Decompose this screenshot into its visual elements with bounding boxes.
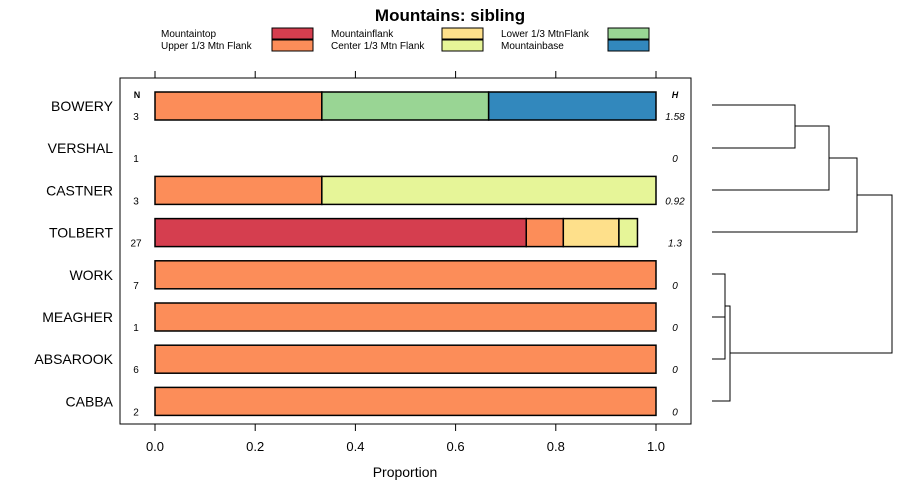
- bar-castner-center-1-3-mtn-flank: [321, 175, 657, 206]
- x-tick-label-2: 0.4: [346, 439, 364, 454]
- bar-cabba-upper-1-3-mtn-flank: [154, 386, 657, 417]
- legend-swatch-center-1-3-mtn-flank: [441, 39, 484, 52]
- dendrogram-link-tolbert: [712, 157, 858, 233]
- n-value-vershal: 1: [133, 154, 139, 165]
- x-tick-label-1: 0.2: [246, 439, 264, 454]
- legend-swatch-mountainbase: [607, 39, 650, 52]
- x-tick-label-5: 1.0: [647, 439, 665, 454]
- dendrogram-link-root: [730, 194, 893, 354]
- row-label-castner: CASTNER: [46, 182, 113, 198]
- legend-label-center-1-3-mtn-flank: Center 1/3 Mtn Flank: [331, 41, 425, 52]
- bar-bowery-upper-1-3-mtn-flank: [154, 91, 323, 121]
- bar-tolbert-mountaintop: [154, 217, 527, 248]
- bar-tolbert-mountainflank: [562, 217, 620, 248]
- bar-tolbert-upper-1-3-mtn-flank: [525, 217, 565, 248]
- h-value-vershal: 0: [672, 154, 678, 165]
- legend-swatch-lower-1-3-mtnflank: [607, 27, 650, 40]
- legend-swatch-mountaintop: [271, 27, 314, 40]
- dendrogram-link-bowery-vershal: [712, 104, 796, 149]
- x-axis: 0.0 0.2 0.4 0.6 0.8 1.0: [146, 71, 665, 454]
- row-label-meagher: MEAGHER: [42, 309, 113, 325]
- x-tick-label-3: 0.6: [447, 439, 465, 454]
- bar-bowery-lower-1-3-mtnflank: [321, 91, 490, 121]
- bar-castner-upper-1-3-mtn-flank: [154, 175, 323, 206]
- x-tick-label-4: 0.8: [547, 439, 565, 454]
- bar-bowery-mountainbase: [487, 91, 657, 121]
- n-value-meagher: 1: [133, 323, 139, 334]
- bar-meagher-upper-1-3-mtn-flank: [154, 302, 657, 332]
- legend-label-upper-1-3-mtn-flank: Upper 1/3 Mtn Flank: [161, 41, 253, 52]
- n-value-castner: 3: [133, 196, 139, 207]
- row-label-absarook: ABSAROOK: [34, 351, 113, 367]
- chart-title: Mountains: sibling: [375, 6, 525, 25]
- dendrogram-link-cabba: [712, 305, 731, 402]
- row-label-tolbert: TOLBERT: [49, 225, 114, 241]
- n-value-work: 7: [133, 281, 139, 292]
- plot-frame: [119, 77, 692, 425]
- h-header: H: [672, 90, 679, 100]
- row-label-bowery: BOWERY: [51, 98, 114, 114]
- x-axis-label: Proportion: [373, 464, 438, 480]
- row-label-cabba: CABBA: [66, 393, 114, 409]
- dendrogram-link-absarook-leaf: [712, 338, 726, 360]
- bar-tolbert-center-1-3-mtn-flank: [618, 217, 639, 248]
- n-value-bowery: 3: [133, 112, 139, 123]
- h-value-cabba: 0: [672, 407, 678, 418]
- h-value-absarook: 0: [672, 365, 678, 376]
- legend-swatch-upper-1-3-mtn-flank: [271, 39, 314, 52]
- dendrogram-link-castner: [712, 125, 830, 191]
- bar-work-upper-1-3-mtn-flank: [154, 260, 657, 290]
- x-tick-label-0: 0.0: [146, 439, 164, 454]
- bar-absarook-upper-1-3-mtn-flank: [154, 344, 657, 374]
- h-value-work: 0: [672, 281, 678, 292]
- dendrogram: [712, 104, 893, 402]
- bars: [154, 91, 657, 417]
- n-value-absarook: 6: [133, 365, 139, 376]
- legend-label-mountaintop: Mountaintop: [161, 29, 216, 40]
- legend-label-lower-1-3-mtnflank: Lower 1/3 MtnFlank: [501, 29, 590, 40]
- rows: BOWERY 3 1.58 VERSHAL 1 0 CASTNER 3 0.92 TOLBERT 2…: [34, 98, 685, 418]
- row-label-vershal: VERSHAL: [48, 140, 114, 156]
- h-value-castner: 0.92: [665, 196, 685, 207]
- legend-label-mountainflank: Mountainflank: [331, 29, 394, 40]
- n-header: N: [134, 90, 141, 100]
- n-value-tolbert: 27: [130, 239, 142, 250]
- legend-label-mountainbase: Mountainbase: [501, 41, 564, 52]
- h-value-tolbert: 1.3: [668, 239, 682, 250]
- h-value-meagher: 0: [672, 323, 678, 334]
- row-label-work: WORK: [69, 267, 113, 283]
- dendrogram-link-work-meagher: [712, 273, 726, 318]
- legend-swatch-mountainflank: [441, 27, 484, 40]
- n-value-cabba: 2: [133, 407, 139, 418]
- h-value-bowery: 1.58: [665, 112, 685, 123]
